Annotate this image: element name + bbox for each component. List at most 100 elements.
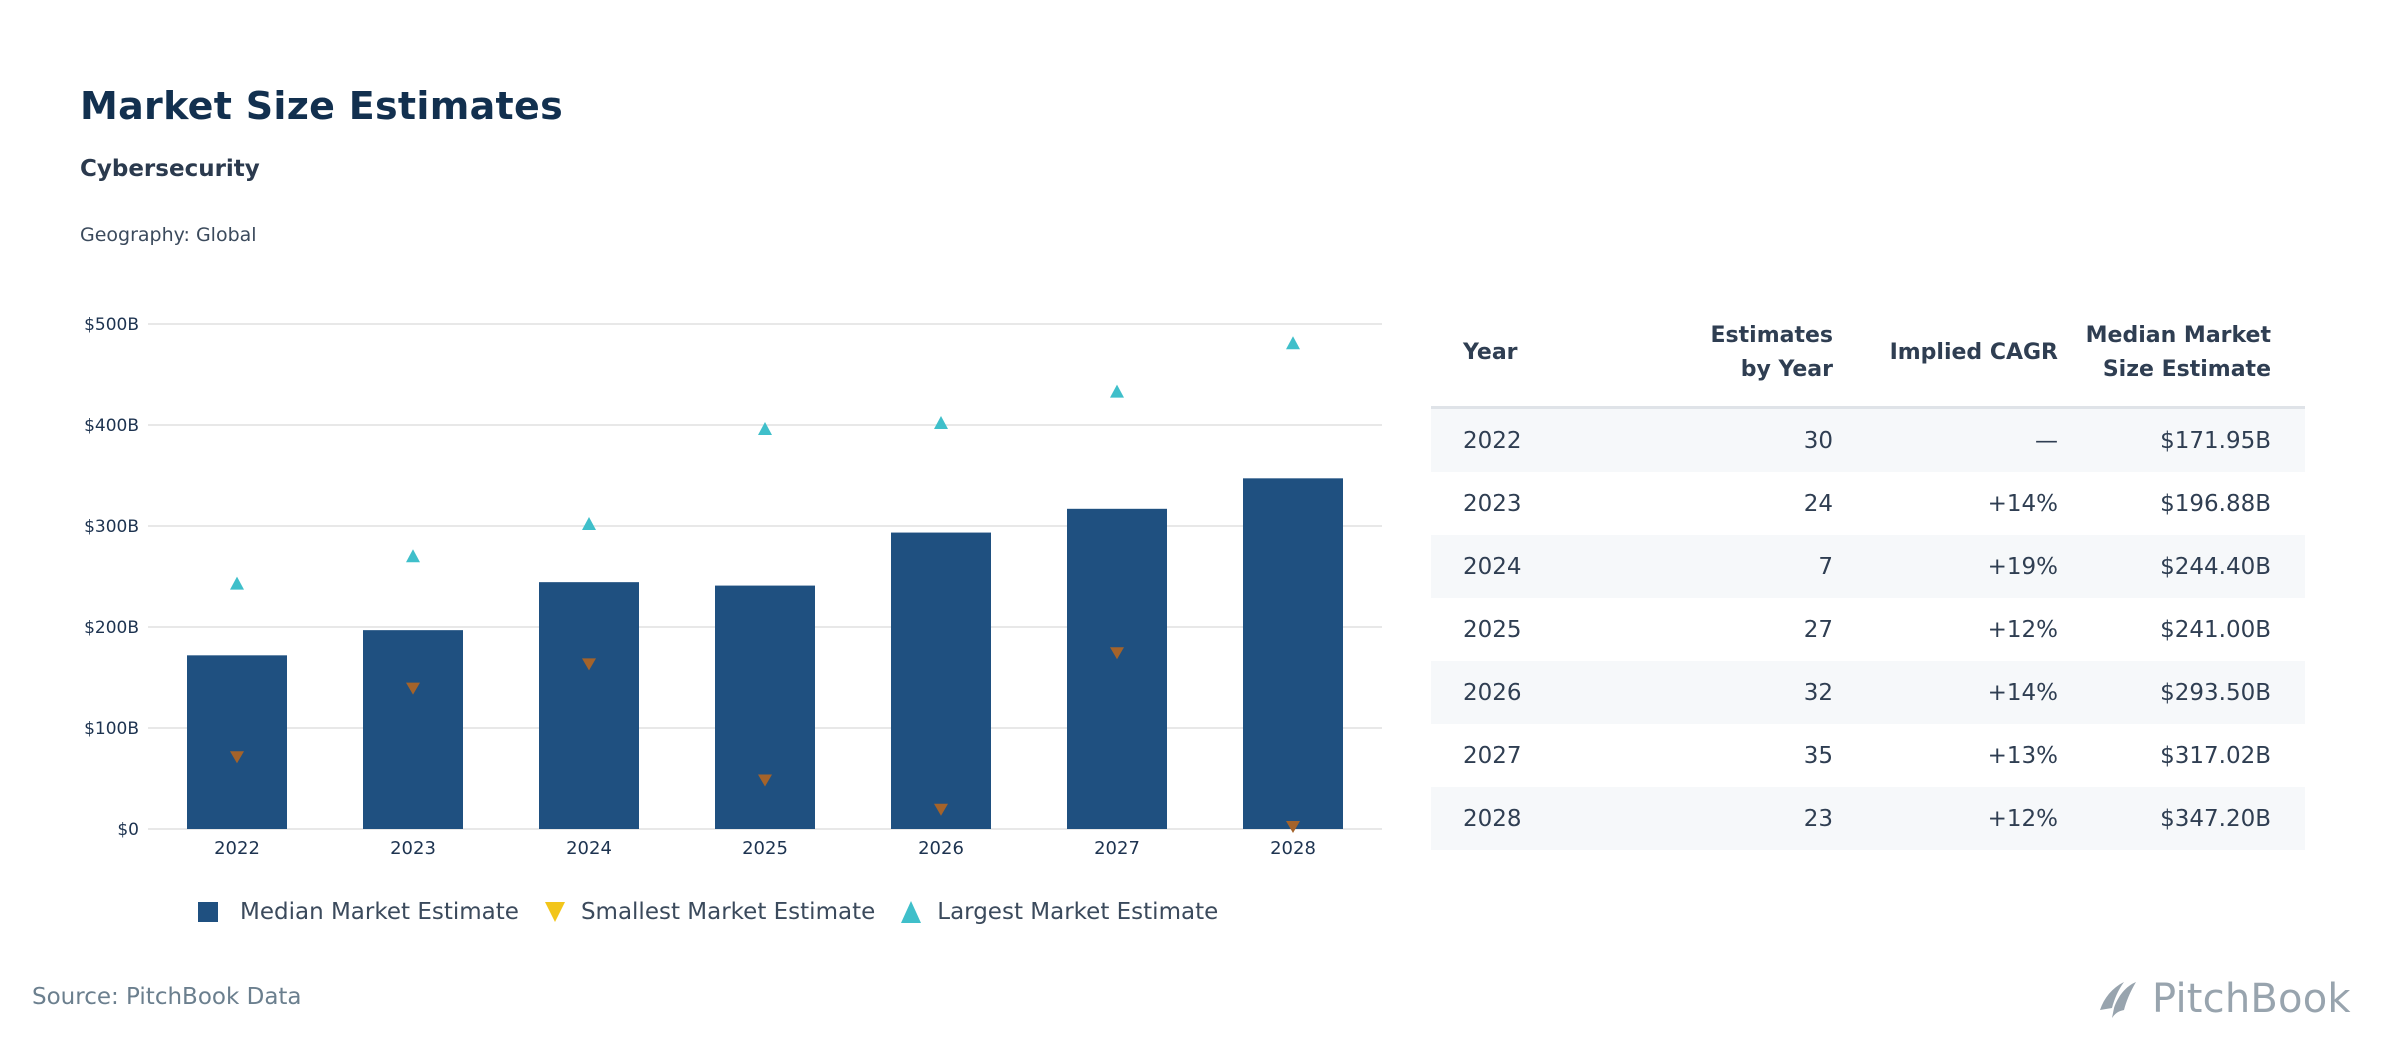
y-tick-label: $500B [84,315,139,335]
header-label: Year [1463,340,1518,365]
cell-estimates: 23 [1643,787,1833,850]
legend-label: Median Market Estimate [240,899,519,925]
table-row: 2025 27 +12% $241.00B [1431,598,2305,661]
cell-year: 2023 [1463,490,1522,517]
legend-item-largest[interactable]: Largest Market Estimate [901,899,1218,925]
smallest-markers [230,647,1300,833]
cell-year: 2022 [1431,407,1643,472]
cell-estimates: 32 [1643,661,1833,724]
largest-markers [230,336,1300,590]
cell-cagr: +12% [1833,787,2058,850]
largest-marker[interactable] [934,415,948,429]
x-tick-label: 2025 [742,838,788,859]
header-label-line1: Median Market [2085,323,2271,348]
cell-median: $171.95B [2058,407,2305,472]
column-header-estimates: Estimates by Year [1643,300,1833,409]
cell-median: $317.02B [2160,742,2271,769]
y-axis-ticks: $0 $100B $200B $300B $400B $500B [84,315,139,840]
cell-cagr: — [1833,407,2058,472]
pitchbook-sail-icon [2100,982,2136,1018]
cell-estimates: 24 [1803,490,1833,517]
column-header-median: Median Market Size Estimate [2058,300,2305,409]
column-header-cagr: Implied CAGR [1833,300,2058,409]
industry-subtitle: Cybersecurity [80,156,260,182]
median-bar[interactable] [1243,478,1343,829]
legend-item-smallest[interactable]: Smallest Market Estimate [544,899,876,925]
median-bars [187,478,1343,829]
largest-marker[interactable] [1286,336,1300,350]
smallest-marker[interactable] [582,658,596,671]
x-tick-label: 2026 [918,838,964,859]
triangle-up-icon [901,901,922,923]
x-axis-ticks: 2022 2023 2024 2025 2026 2027 2028 [214,838,1316,859]
square-icon [198,902,218,922]
x-tick-label: 2028 [1270,838,1316,859]
median-bar[interactable] [1067,508,1167,829]
largest-marker[interactable] [230,576,244,590]
cell-median: $293.50B [2058,661,2305,724]
cell-estimates: 30 [1643,407,1833,472]
cell-cagr: +14% [1833,661,2058,724]
cell-median: $241.00B [2160,616,2271,643]
x-tick-label: 2022 [214,838,260,859]
largest-marker[interactable] [758,422,772,436]
smallest-marker[interactable] [1286,820,1300,833]
table-row: 2026 32 +14% $293.50B [1431,661,2305,724]
cell-cagr: +19% [1833,535,2058,598]
median-bar[interactable] [891,532,991,829]
cell-estimates: 35 [1803,742,1833,769]
legend-label: Largest Market Estimate [937,899,1219,925]
x-tick-label: 2027 [1094,838,1140,859]
chart-legend: Median Market Estimate Smallest Market E… [198,896,1244,928]
cell-year: 2028 [1431,787,1643,850]
y-tick-label: $0 [117,820,139,840]
x-tick-label: 2023 [390,838,436,859]
geography-label: Geography: Global [80,224,257,246]
cell-year: 2027 [1463,742,1522,769]
header-label-line1: Estimates [1710,323,1833,348]
y-tick-label: $200B [84,618,139,638]
cell-estimates: 27 [1803,616,1833,643]
market-size-chart: $0 $100B $200B $300B $400B $500B 2022 2023 2024… [84,315,1382,859]
table-row: 2022 30— $171.95B [1431,407,2305,472]
median-bar[interactable] [715,585,815,829]
source-note: Source: PitchBook Data [32,984,302,1010]
estimates-table: Year Estimates by Year Implied CAGR Media… [1431,300,2305,850]
table-row: 2028 23 +12% $347.20B [1431,787,2305,850]
header-label-line2: Size Estimate [2102,357,2271,382]
largest-marker[interactable] [1110,384,1124,398]
header-label: Implied CAGR [1889,340,2058,365]
largest-marker[interactable] [406,549,420,563]
smallest-marker[interactable] [230,751,244,764]
cell-median: $347.20B [2058,787,2305,850]
triangle-down-icon [544,902,565,922]
smallest-marker[interactable] [406,682,420,695]
legend-label: Smallest Market Estimate [580,899,876,925]
median-bar[interactable] [363,630,463,829]
x-tick-label: 2024 [566,838,612,859]
y-tick-label: $400B [84,416,139,436]
cell-cagr: +14% [1987,490,2058,517]
median-bar[interactable] [539,582,639,829]
cell-cagr: +12% [1987,616,2058,643]
table-row: 2027 35 +13% $317.02B [1431,724,2305,787]
logo-text: PitchBook [2152,976,2351,1022]
cell-median: $196.88B [2160,490,2271,517]
cell-median: $244.40B [2058,535,2305,598]
page-title: Market Size Estimates [80,84,563,128]
smallest-marker[interactable] [1110,647,1124,660]
cell-cagr: +13% [1987,742,2058,769]
smallest-marker[interactable] [758,774,772,787]
legend-item-median[interactable]: Median Market Estimate [198,899,519,925]
smallest-marker[interactable] [934,803,948,816]
table-row: 2023 24 +14% $196.88B [1431,472,2305,535]
pitchbook-logo: PitchBook [2098,974,2351,1024]
median-bar[interactable] [187,655,287,829]
cell-year: 2026 [1431,661,1643,724]
column-header-year: Year [1431,300,1643,409]
cell-year: 2024 [1431,535,1643,598]
header-label-line2: by Year [1740,357,1833,382]
largest-marker[interactable] [582,516,596,530]
cell-estimates: 7 [1643,535,1833,598]
y-tick-label: $300B [84,517,139,537]
